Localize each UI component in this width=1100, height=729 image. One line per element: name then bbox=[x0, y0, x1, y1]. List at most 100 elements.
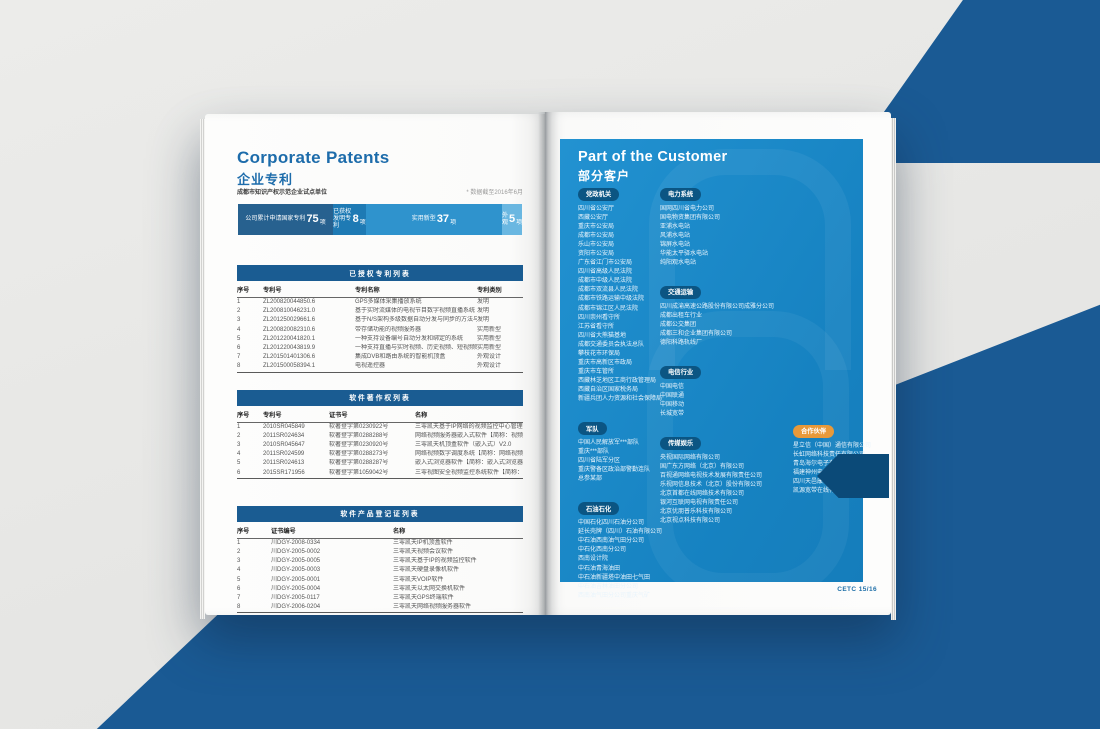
column-header: 序号 bbox=[237, 523, 271, 539]
table-grid: 序号 专利号 专利名称 专利类别 1 ZL200820044850.6 GPS多媒体采集播… bbox=[237, 282, 523, 373]
customer-name: 中石化西南分公司 bbox=[578, 547, 627, 554]
customer-name: 星立信（中国）通信有限公司 bbox=[793, 442, 872, 449]
customer-list: 中国石化四川石油分公司 延长壳牌（四川）石油有限公司 中石油西南油气田分公司 中石化西… bbox=[578, 519, 662, 601]
table-cell: ZL201220043819.9 bbox=[263, 345, 316, 352]
customer-name: 银河互联网电视有限责任公司 bbox=[660, 499, 739, 506]
open-brochure: Corporate Patents 企业专利 成都市知识产权示范企业试点单位 *… bbox=[200, 112, 896, 620]
customer-name: 风浦水电站 bbox=[660, 232, 691, 239]
table-cell: 2010SR045849 bbox=[263, 423, 305, 430]
customer-name: 纯阳观水电站 bbox=[660, 260, 697, 267]
stats-label: 公司累计申请国家专利 bbox=[245, 216, 306, 222]
category-badge: 传媒娱乐 bbox=[660, 436, 702, 450]
customer-name: 四川省公安厅 bbox=[578, 205, 615, 212]
table-cell: 6 bbox=[237, 585, 241, 592]
table-cell: 外观设计 bbox=[477, 363, 502, 370]
stats-label: 外观 bbox=[502, 212, 508, 226]
table-cell: 5 bbox=[237, 335, 241, 342]
table-cell: 6 bbox=[237, 469, 241, 476]
customer-name: 乐视网信息技术（北京）股份有限公司 bbox=[660, 481, 763, 488]
patent-table: 软件产品登记证列表 序号 证书编号 名称 1 川DGY-2008-0334 三零 bbox=[237, 505, 523, 614]
customer-list: 国网四川省电力公司 国电物资集团有限公司 亚浦水电站 风浦水电站 锦屏水电站 华能太平驿水… bbox=[660, 205, 793, 269]
qualification-note: 成都市知识产权示范企业试点单位 bbox=[237, 190, 328, 196]
table-cell: 4 bbox=[237, 326, 241, 333]
customer-name: 资阳市公安局 bbox=[578, 250, 615, 257]
column-header: 序号 bbox=[237, 407, 263, 423]
customer-name: 西南设计院 bbox=[578, 556, 609, 563]
stats-unit: 项 bbox=[516, 219, 522, 226]
table-cell: ZL201501401306.6 bbox=[263, 354, 316, 361]
page-title-zh: 企业专利 bbox=[237, 172, 294, 187]
customer-name: 四川成渝高速公路股份有限公司成雅分公司 bbox=[660, 303, 775, 310]
column-header: 名称 bbox=[415, 407, 523, 423]
customer-list: 中国人民解放军***部队 重庆***部队 四川省陆军分区 重庆警备区政治部警勤连队 总参… bbox=[578, 439, 660, 484]
table-cell: 三零凯天IP机顶盒软件 bbox=[393, 539, 453, 546]
table-cell: ZL200820044850.6 bbox=[263, 299, 316, 305]
table-cell: 2 bbox=[237, 308, 241, 315]
stats-label: 已获权 发明专利 bbox=[333, 209, 352, 229]
customer-name: 亚浦水电站 bbox=[660, 223, 691, 230]
table-grid: 序号 证书编号 名称 1 川DGY-2008-0334 三零凯天IP机顶盒软件 bbox=[237, 523, 523, 614]
customer-name: 乐山市公安局 bbox=[578, 241, 615, 248]
category-badge: 合作伙伴 bbox=[793, 424, 835, 438]
table-cell: 8 bbox=[237, 363, 241, 370]
table-cell: 软著登字第0230922号 bbox=[329, 423, 389, 430]
customer-name: 中石油新疆塔中油田七气田 bbox=[578, 574, 651, 581]
stats-unit: 项 bbox=[450, 219, 457, 226]
table-cell: 2011SR024613 bbox=[263, 460, 305, 467]
table-cell: 带存储功能的视频服务器 bbox=[355, 326, 422, 333]
table-cell: 一种支持直播与实时视频、历史视频、短视频联动的系统 bbox=[355, 345, 477, 352]
customer-category-section: 传媒娱乐 央视国际网络有限公司 国广东方网络（北京）有限公司 百视通网络电视技术发展… bbox=[660, 432, 793, 526]
patent-table: 软件著作权列表 序号 专利号 证书号 名称 1 2010SR045849 软著登字 bbox=[237, 389, 523, 479]
customer-name: 中石油青海油田 bbox=[578, 565, 621, 572]
customer-column-2: 电力系统 国网四川省电力公司 国电物资集团有限公司 亚浦水电站 风浦水电站 锦屏水电站华… bbox=[660, 183, 793, 539]
table-cell: 川DGY-2008-0334 bbox=[271, 539, 321, 546]
customer-name: 北京视点科技有限公司 bbox=[660, 518, 721, 525]
customer-name: 西藏林芝地区工商行政管理局 bbox=[578, 378, 657, 385]
table-cell: 嵌入式浏览器软件【简称：嵌入式浏览器】V1.0 bbox=[415, 460, 523, 467]
table-cell: 川DGY-2006-0204 bbox=[271, 604, 321, 611]
customer-name: 成都交通委员会执法总队 bbox=[578, 341, 645, 348]
column-header: 证书号 bbox=[329, 407, 415, 423]
table-cell: 发明 bbox=[477, 299, 490, 305]
customer-name: 新疆兵团人力资源和社会保障局 bbox=[578, 396, 663, 403]
customer-name: 西南油气田分公司重庆气矿 bbox=[578, 592, 651, 599]
customer-list: 四川成渝高速公路股份有限公司成雅分公司 成都出租车行业 成都公交集团 成都三和企业集团… bbox=[660, 303, 793, 348]
table-cell: 软著登字第1059042号 bbox=[329, 469, 389, 476]
customer-name: 长城宽带 bbox=[660, 410, 685, 417]
category-badge: 党政机关 bbox=[578, 187, 620, 201]
customer-name: 攀枝花市环保局 bbox=[578, 351, 621, 357]
customer-name: 成都三和企业集团有限公司 bbox=[660, 330, 733, 337]
customer-category-section: 交通运输 四川成渝高速公路股份有限公司成雅分公司 成都出租车行业 成都公交集团 成都三… bbox=[660, 281, 793, 348]
stats-segment: 公司累计申请国家专利 75 项 bbox=[238, 204, 334, 235]
stats-label: 实用新型 bbox=[411, 216, 436, 222]
table-cell: 川DGY-2005-0003 bbox=[271, 567, 321, 574]
customer-name: 成都公交集团 bbox=[660, 321, 697, 328]
customer-name: 中国石化四川石油分公司 bbox=[578, 520, 645, 527]
customer-name: 凯源宽带在线有限公司 bbox=[793, 487, 854, 494]
table-cell: 三零凯天GPS终端软件 bbox=[393, 595, 454, 602]
stats-unit: 项 bbox=[359, 219, 366, 226]
customer-name: 国电物资集团有限公司 bbox=[660, 214, 721, 221]
table-cell: 一种支持设备编号自动分发和绑定的系统 bbox=[355, 335, 464, 342]
table-cell: 三零凯天视频会议软件 bbox=[393, 549, 454, 556]
customer-category-section: 党政机关 四川省公安厅 西藏公安厅 重庆市公安局 成都市公安局 乐山市公安局 资阳市公安局… bbox=[578, 183, 663, 405]
table-cell: 7 bbox=[237, 595, 241, 602]
customer-name: 锦屏水电站 bbox=[660, 241, 691, 248]
customer-name: 重庆***部队 bbox=[578, 449, 610, 456]
table-cell: 3 bbox=[237, 317, 241, 324]
table-grid: 序号 专利号 证书号 名称 1 2010SR045849 软著登字第0230922号 三零凯… bbox=[237, 407, 523, 479]
customer-title-zh: 部分客户 bbox=[578, 169, 631, 183]
table-cell: 川DGY-2005-0002 bbox=[271, 549, 321, 556]
customer-title-en: Part of the Customer bbox=[578, 149, 728, 165]
table-title: 软件著作权列表 bbox=[237, 389, 523, 406]
category-badge: 电力系统 bbox=[660, 187, 702, 201]
customer-name: 中国联通 bbox=[660, 392, 685, 399]
column-header: 专利号 bbox=[263, 282, 355, 298]
customer-name: 广东省江门市公安局 bbox=[578, 260, 633, 267]
table-cell: 5 bbox=[237, 576, 241, 583]
table-cell: 三零凯天硬盘录像机软件 bbox=[393, 567, 460, 574]
customer-name: 四川省大熊猫基地 bbox=[578, 332, 627, 339]
customer-name: 中国电信 bbox=[660, 383, 685, 390]
table-cell: 网络视频服务器嵌入式软件【简称：视频服务器软件】V1.0 bbox=[415, 432, 523, 439]
